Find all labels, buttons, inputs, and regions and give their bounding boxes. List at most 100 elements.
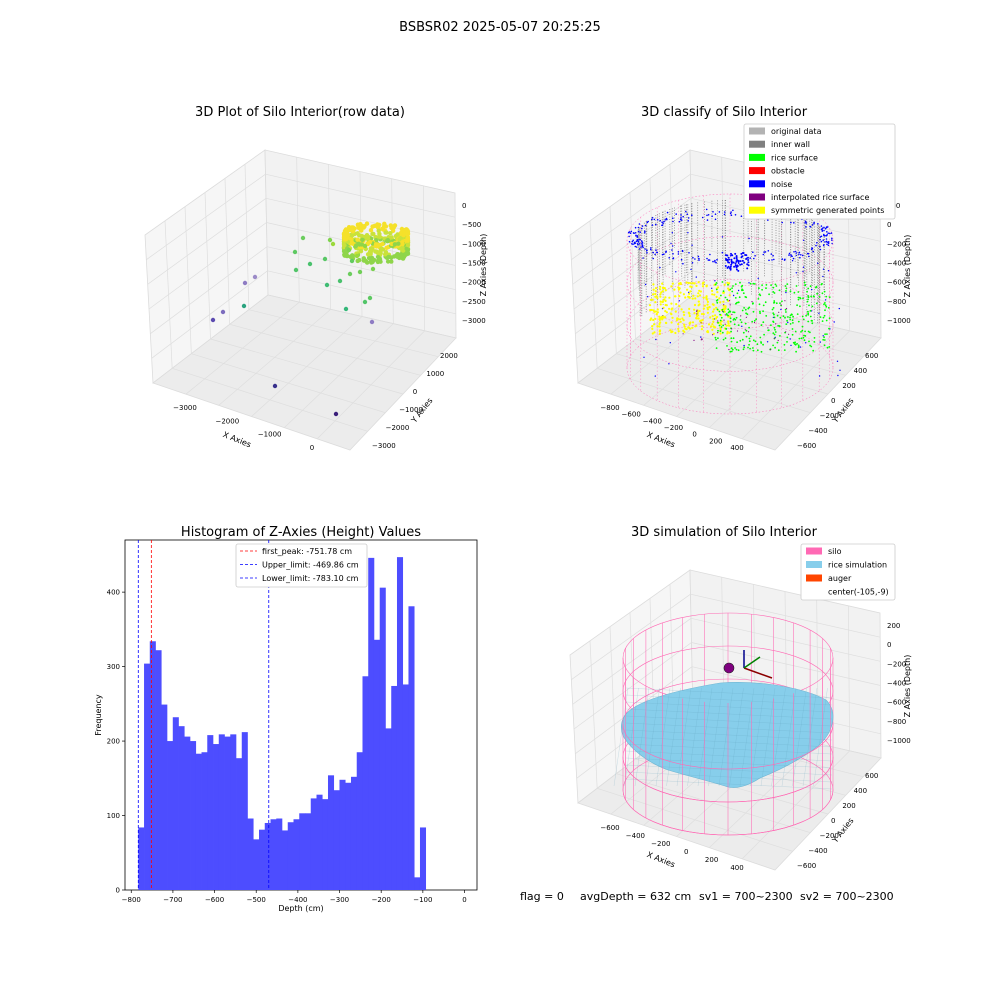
rice-surface-point	[822, 338, 825, 341]
mesh-line	[625, 757, 833, 769]
ring-point	[403, 252, 408, 257]
symmetric-point	[670, 321, 673, 324]
noise-point	[721, 236, 724, 238]
rice-surface-point	[783, 343, 786, 346]
symmetric-point	[691, 326, 694, 329]
x-tick-label: 200	[709, 437, 722, 445]
rice-surface-point	[794, 341, 796, 344]
x-tick-label: −1000	[258, 431, 282, 439]
noise-point	[772, 254, 774, 257]
symmetric-point	[663, 298, 666, 301]
noise-point	[839, 369, 841, 371]
noise-point	[733, 257, 736, 260]
interpolated-point	[717, 320, 719, 322]
symmetric-point	[664, 310, 667, 313]
noise-point	[813, 222, 815, 225]
noise-point	[827, 232, 829, 234]
rice-surface-point	[716, 301, 719, 304]
scatter-point	[337, 278, 343, 284]
rice-surface-point	[765, 284, 768, 286]
noise-point	[714, 213, 717, 215]
symmetric-point	[714, 314, 717, 317]
mesh-line	[625, 687, 833, 699]
rice-surface-point	[804, 284, 807, 287]
noise-point	[823, 226, 825, 229]
rice-surface-point	[800, 337, 803, 340]
symmetric-point	[656, 297, 659, 300]
symmetric-point	[726, 332, 729, 335]
rice-surface-point	[773, 313, 775, 316]
rice-surface-point	[741, 288, 743, 291]
symmetric-point	[664, 303, 667, 307]
rice-surface-point	[812, 295, 815, 298]
rice-surface-point	[743, 307, 745, 309]
noise-point	[780, 308, 782, 311]
mesh-line	[634, 687, 650, 787]
symmetric-point	[678, 295, 681, 298]
rice-surface-point	[786, 336, 789, 339]
panel3-y-ticks: 0 100 200 300 400	[107, 589, 125, 895]
symmetric-point	[653, 310, 656, 313]
panel1-title: 3D Plot of Silo Interior(row data)	[195, 105, 405, 120]
rice-surface-point	[715, 347, 718, 349]
rice-surface-point	[762, 343, 764, 346]
panel1-y-ticks: 2000 1000 0 −1000 −2000 −3000	[372, 352, 458, 450]
noise-point	[825, 240, 828, 243]
scatter-point	[324, 282, 330, 288]
noise-point	[827, 244, 830, 247]
noise-point	[698, 259, 700, 261]
noise-point	[781, 221, 783, 224]
noise-point	[707, 214, 710, 216]
ring-point	[353, 243, 359, 248]
symmetric-point	[694, 297, 697, 300]
rice-surface-point	[772, 307, 775, 309]
noise-point	[655, 223, 657, 226]
y-tick-label: 400	[854, 787, 867, 795]
x-tick-label: −400	[626, 832, 645, 840]
symmetric-point	[698, 309, 701, 313]
rice-surface-point	[729, 317, 732, 320]
symmetric-point	[723, 308, 726, 311]
noise-point	[646, 252, 648, 254]
rice-surface-point	[785, 290, 787, 292]
symmetric-point	[669, 312, 673, 315]
rice-surface-point	[791, 328, 794, 330]
z-tick-label: −2000	[462, 279, 486, 287]
panel1-scatter-points	[210, 235, 376, 417]
noise-point	[811, 224, 814, 226]
noise-point	[638, 248, 641, 250]
symmetric-point	[723, 283, 726, 286]
rice-surface-point	[795, 285, 798, 287]
noise-point	[678, 220, 681, 223]
interpolated-point	[700, 322, 702, 324]
noise-point	[661, 253, 664, 256]
symmetric-point	[685, 328, 688, 331]
noise-point	[734, 214, 737, 216]
ring-point	[386, 254, 391, 260]
symmetric-point	[668, 307, 671, 310]
noise-point	[801, 254, 804, 257]
mesh-line	[625, 736, 833, 748]
noise-point	[652, 257, 654, 260]
mesh-line	[718, 687, 734, 787]
legend-swatch	[806, 561, 822, 568]
symmetric-point	[656, 311, 660, 314]
scatter-point	[330, 241, 336, 247]
noise-point	[711, 215, 713, 217]
rice-surface-point	[779, 316, 782, 319]
noise-point	[714, 259, 716, 262]
rice-surface-point	[807, 320, 810, 323]
rice-surface-point	[772, 320, 774, 323]
ring-point	[389, 235, 394, 240]
rice-surface-point	[732, 311, 734, 313]
noise-point	[807, 252, 810, 255]
rice-surface-point	[765, 315, 768, 317]
noise-point	[740, 215, 743, 217]
rice-surface-point	[727, 311, 730, 314]
rice-surface-point	[735, 302, 737, 305]
interpolated-point	[780, 304, 782, 306]
x-tick-label: −700	[163, 896, 182, 904]
noise-point	[637, 240, 640, 242]
rice-surface-point	[724, 337, 727, 340]
y-tick-label: 0	[413, 388, 417, 396]
